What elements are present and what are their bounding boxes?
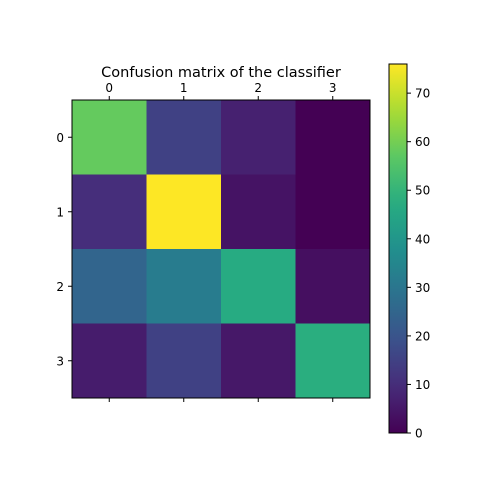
y-axis-ticks: 0 1 2 3: [56, 131, 72, 368]
x-axis-ticks: 0 1 2 3: [105, 81, 337, 402]
x-tick-label: 2: [254, 81, 262, 95]
heatmap-cell-2-0: [72, 249, 147, 324]
colorbar-tick-label: 20: [415, 329, 430, 343]
colorbar-tick-label: 40: [415, 232, 430, 246]
y-tick-label: 0: [56, 131, 64, 145]
axes-frame: [71, 99, 371, 399]
x-tick-label: 1: [180, 81, 188, 95]
colorbar: 0 10 20 30 40 50 60 70: [388, 63, 430, 441]
axes-frame-border: [71, 99, 371, 399]
heatmap-cell-3-3: [295, 323, 371, 399]
heatmap-cell-3-1: [146, 323, 222, 399]
chart-title: Confusion matrix of the classifier: [101, 65, 341, 81]
heatmap-cell-1-3: [295, 174, 371, 250]
y-tick-label: 1: [56, 205, 64, 219]
heatmap-cell-2-1: [146, 249, 222, 324]
heatmap-cell-1-1: [146, 174, 222, 250]
heatmap-cells: [72, 100, 371, 399]
colorbar-tick-label: 0: [415, 427, 423, 441]
heatmap-cell-1-0: [72, 174, 147, 250]
colorbar-tick-label: 10: [415, 378, 430, 392]
heatmap-cell-3-0: [72, 323, 147, 399]
colorbar-gradient: [388, 63, 408, 434]
heatmap-cell-2-3: [295, 249, 371, 324]
colorbar-tick-label: 70: [415, 87, 430, 101]
heatmap-cell-0-0: [72, 100, 147, 175]
heatmap-cell-2-2: [221, 249, 296, 324]
x-tick-label: 0: [105, 81, 113, 95]
heatmap-cell-1-2: [221, 174, 296, 250]
colorbar-tick-label: 60: [415, 135, 430, 149]
x-tick-label: 3: [329, 81, 337, 95]
y-tick-label: 3: [56, 354, 64, 368]
y-tick-label: 2: [56, 280, 64, 294]
heatmap-cell-0-2: [221, 100, 296, 175]
colorbar-tick-label: 50: [415, 184, 430, 198]
colorbar-tick-label: 30: [415, 281, 430, 295]
heatmap-cell-3-2: [221, 323, 296, 399]
heatmap-cell-0-1: [146, 100, 222, 175]
heatmap-cell-0-3: [295, 100, 371, 175]
